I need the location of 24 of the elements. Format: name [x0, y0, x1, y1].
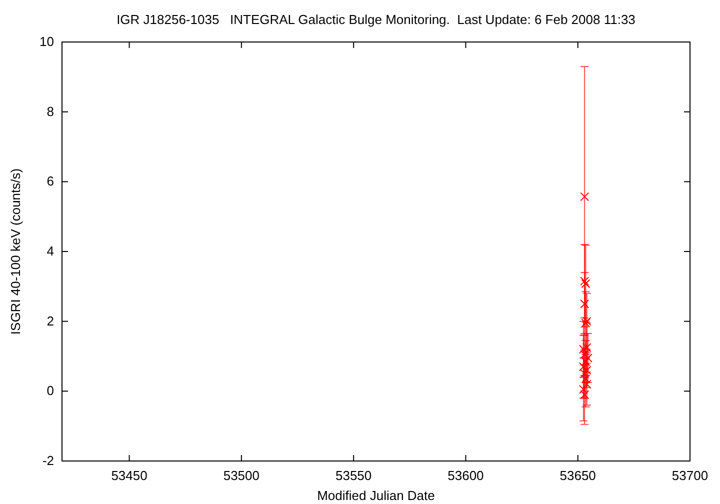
- y-tick-label: 0: [46, 383, 54, 398]
- x-tick-label: 53500: [223, 468, 260, 483]
- y-axis-title: ISGRI 40-100 keV (counts/s): [8, 168, 23, 335]
- x-tick-label: 53650: [560, 468, 596, 483]
- y-tick-label: 2: [46, 313, 54, 328]
- x-tick-label: 53700: [672, 468, 708, 483]
- point: [582, 343, 592, 352]
- x-tick-label: 53600: [448, 468, 484, 483]
- y-tick-label: 8: [46, 104, 54, 119]
- x-tick-label: 53450: [111, 468, 148, 483]
- point: [580, 299, 590, 308]
- x-axis-title: Modified Julian Date: [317, 488, 435, 503]
- point: [578, 344, 588, 354]
- point: [582, 380, 592, 389]
- y-tick-label: 6: [46, 174, 54, 189]
- point: [580, 276, 590, 286]
- chart-title: IGR J18256-1035 INTEGRAL Galactic Bulge Monitoring. Last Update: 6 Feb 2008 11:33: [116, 12, 636, 27]
- y-tick-label: 10: [40, 34, 54, 49]
- point: [581, 279, 590, 288]
- point: [580, 390, 590, 400]
- x-tick-label: 53550: [335, 468, 372, 483]
- point: [580, 192, 590, 202]
- y-tick-label: -2: [42, 453, 54, 468]
- y-tick-label: 4: [46, 244, 54, 258]
